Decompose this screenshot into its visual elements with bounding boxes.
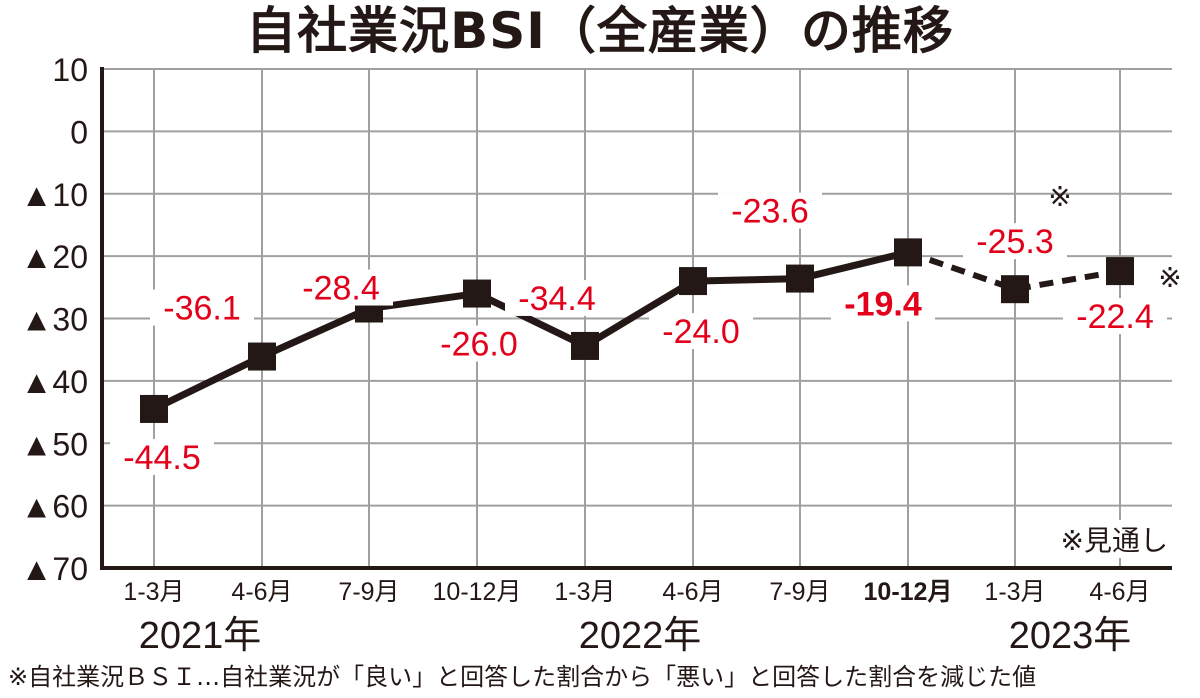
data-label: -25.3 — [976, 223, 1054, 261]
square-marker — [248, 342, 276, 371]
x-tick-label: 7-9月 — [769, 578, 830, 606]
label-backdrop — [831, 285, 935, 322]
x-tick-label: 10-12月 — [864, 578, 953, 606]
square-marker — [894, 238, 922, 267]
label-backdrop — [289, 269, 393, 306]
data-label: -26.0 — [440, 326, 518, 364]
label-backdrop — [718, 192, 822, 229]
y-tick-label: ▲50 — [21, 426, 88, 462]
x-tick-label: 10-12月 — [433, 578, 522, 606]
x-tick-label: 4-6月 — [662, 578, 723, 606]
footnote: ※自社業況ＢＳＩ…自社業況が「良い」と回答した割合から「悪い」と回答した割合を減… — [8, 663, 1037, 691]
x-tick-label: 7-9月 — [338, 578, 399, 606]
y-tick-label: 0 — [70, 114, 88, 150]
label-backdrop — [963, 223, 1067, 260]
square-marker — [140, 394, 168, 423]
data-label: -44.5 — [123, 439, 201, 477]
label-backdrop — [427, 325, 531, 362]
data-label: -23.6 — [731, 193, 809, 231]
label-backdrop — [150, 289, 254, 326]
x-tick-label: 4-6月 — [1089, 578, 1150, 606]
x-tick-label: 1-3月 — [123, 578, 184, 606]
data-label: -34.4 — [518, 280, 596, 318]
x-tick-label: 1-3月 — [554, 578, 615, 606]
forecast-annotations: ※ ※ ※見通し — [1030, 180, 1182, 558]
data-label: -22.4 — [1076, 298, 1154, 336]
axes — [100, 67, 1172, 570]
square-marker — [786, 264, 814, 293]
y-tick-label: ▲30 — [21, 302, 88, 338]
y-tick-label: ▲10 — [21, 177, 88, 213]
square-marker — [571, 331, 599, 360]
label-backdrop — [1063, 298, 1167, 335]
data-labels: -44.5 -36.1 -28.4 -26.0-34.4 -24.0 -23.6 -19.4… — [110, 192, 1167, 477]
data-label: -28.4 — [302, 270, 380, 308]
data-label: -19.4 — [844, 285, 922, 323]
note-backdrop — [1030, 520, 1170, 558]
y-tick-label: ▲60 — [21, 489, 88, 525]
data-series — [140, 238, 1134, 423]
y-tick-label: ▲20 — [21, 239, 88, 275]
forecast-marker: ※ — [1048, 180, 1071, 213]
y-axis-ticks: 10 0 ▲10 ▲20 ▲30 ▲40 ▲50 ▲60 ▲70 — [21, 52, 88, 587]
series-line-actual — [152, 248, 909, 413]
y-tick-label: ▲70 — [21, 551, 88, 587]
data-label: -24.0 — [662, 313, 740, 351]
label-backdrop — [110, 438, 214, 475]
square-marker — [1106, 257, 1134, 286]
forecast-marker: ※ — [1158, 261, 1181, 294]
x-tick-label: 1-3月 — [984, 578, 1045, 606]
year-labels: 2021年 2022年 2023年 — [139, 615, 1132, 657]
data-label: -36.1 — [163, 290, 241, 328]
chart-title: 自社業況BSI（全産業）の推移 — [246, 2, 954, 60]
forecast-legend-note: ※見通し — [1061, 524, 1168, 557]
year-label: 2021年 — [139, 615, 262, 657]
series-line-forecast — [907, 249, 1121, 293]
year-label: 2023年 — [1009, 615, 1132, 657]
square-marker — [463, 279, 491, 308]
square-marker — [679, 267, 707, 296]
y-tick-label: 10 — [52, 52, 88, 88]
x-axis-ticks: 1-3月 4-6月 7-9月 10-12月 1-3月 4-6月 7-9月 10-12月 1-3月… — [123, 578, 1150, 606]
y-tick-label: ▲40 — [21, 364, 88, 400]
label-backdrop — [649, 313, 753, 350]
square-marker — [1001, 275, 1029, 304]
year-label: 2022年 — [579, 615, 702, 657]
label-backdrop — [505, 279, 609, 316]
x-tick-label: 4-6月 — [231, 578, 292, 606]
